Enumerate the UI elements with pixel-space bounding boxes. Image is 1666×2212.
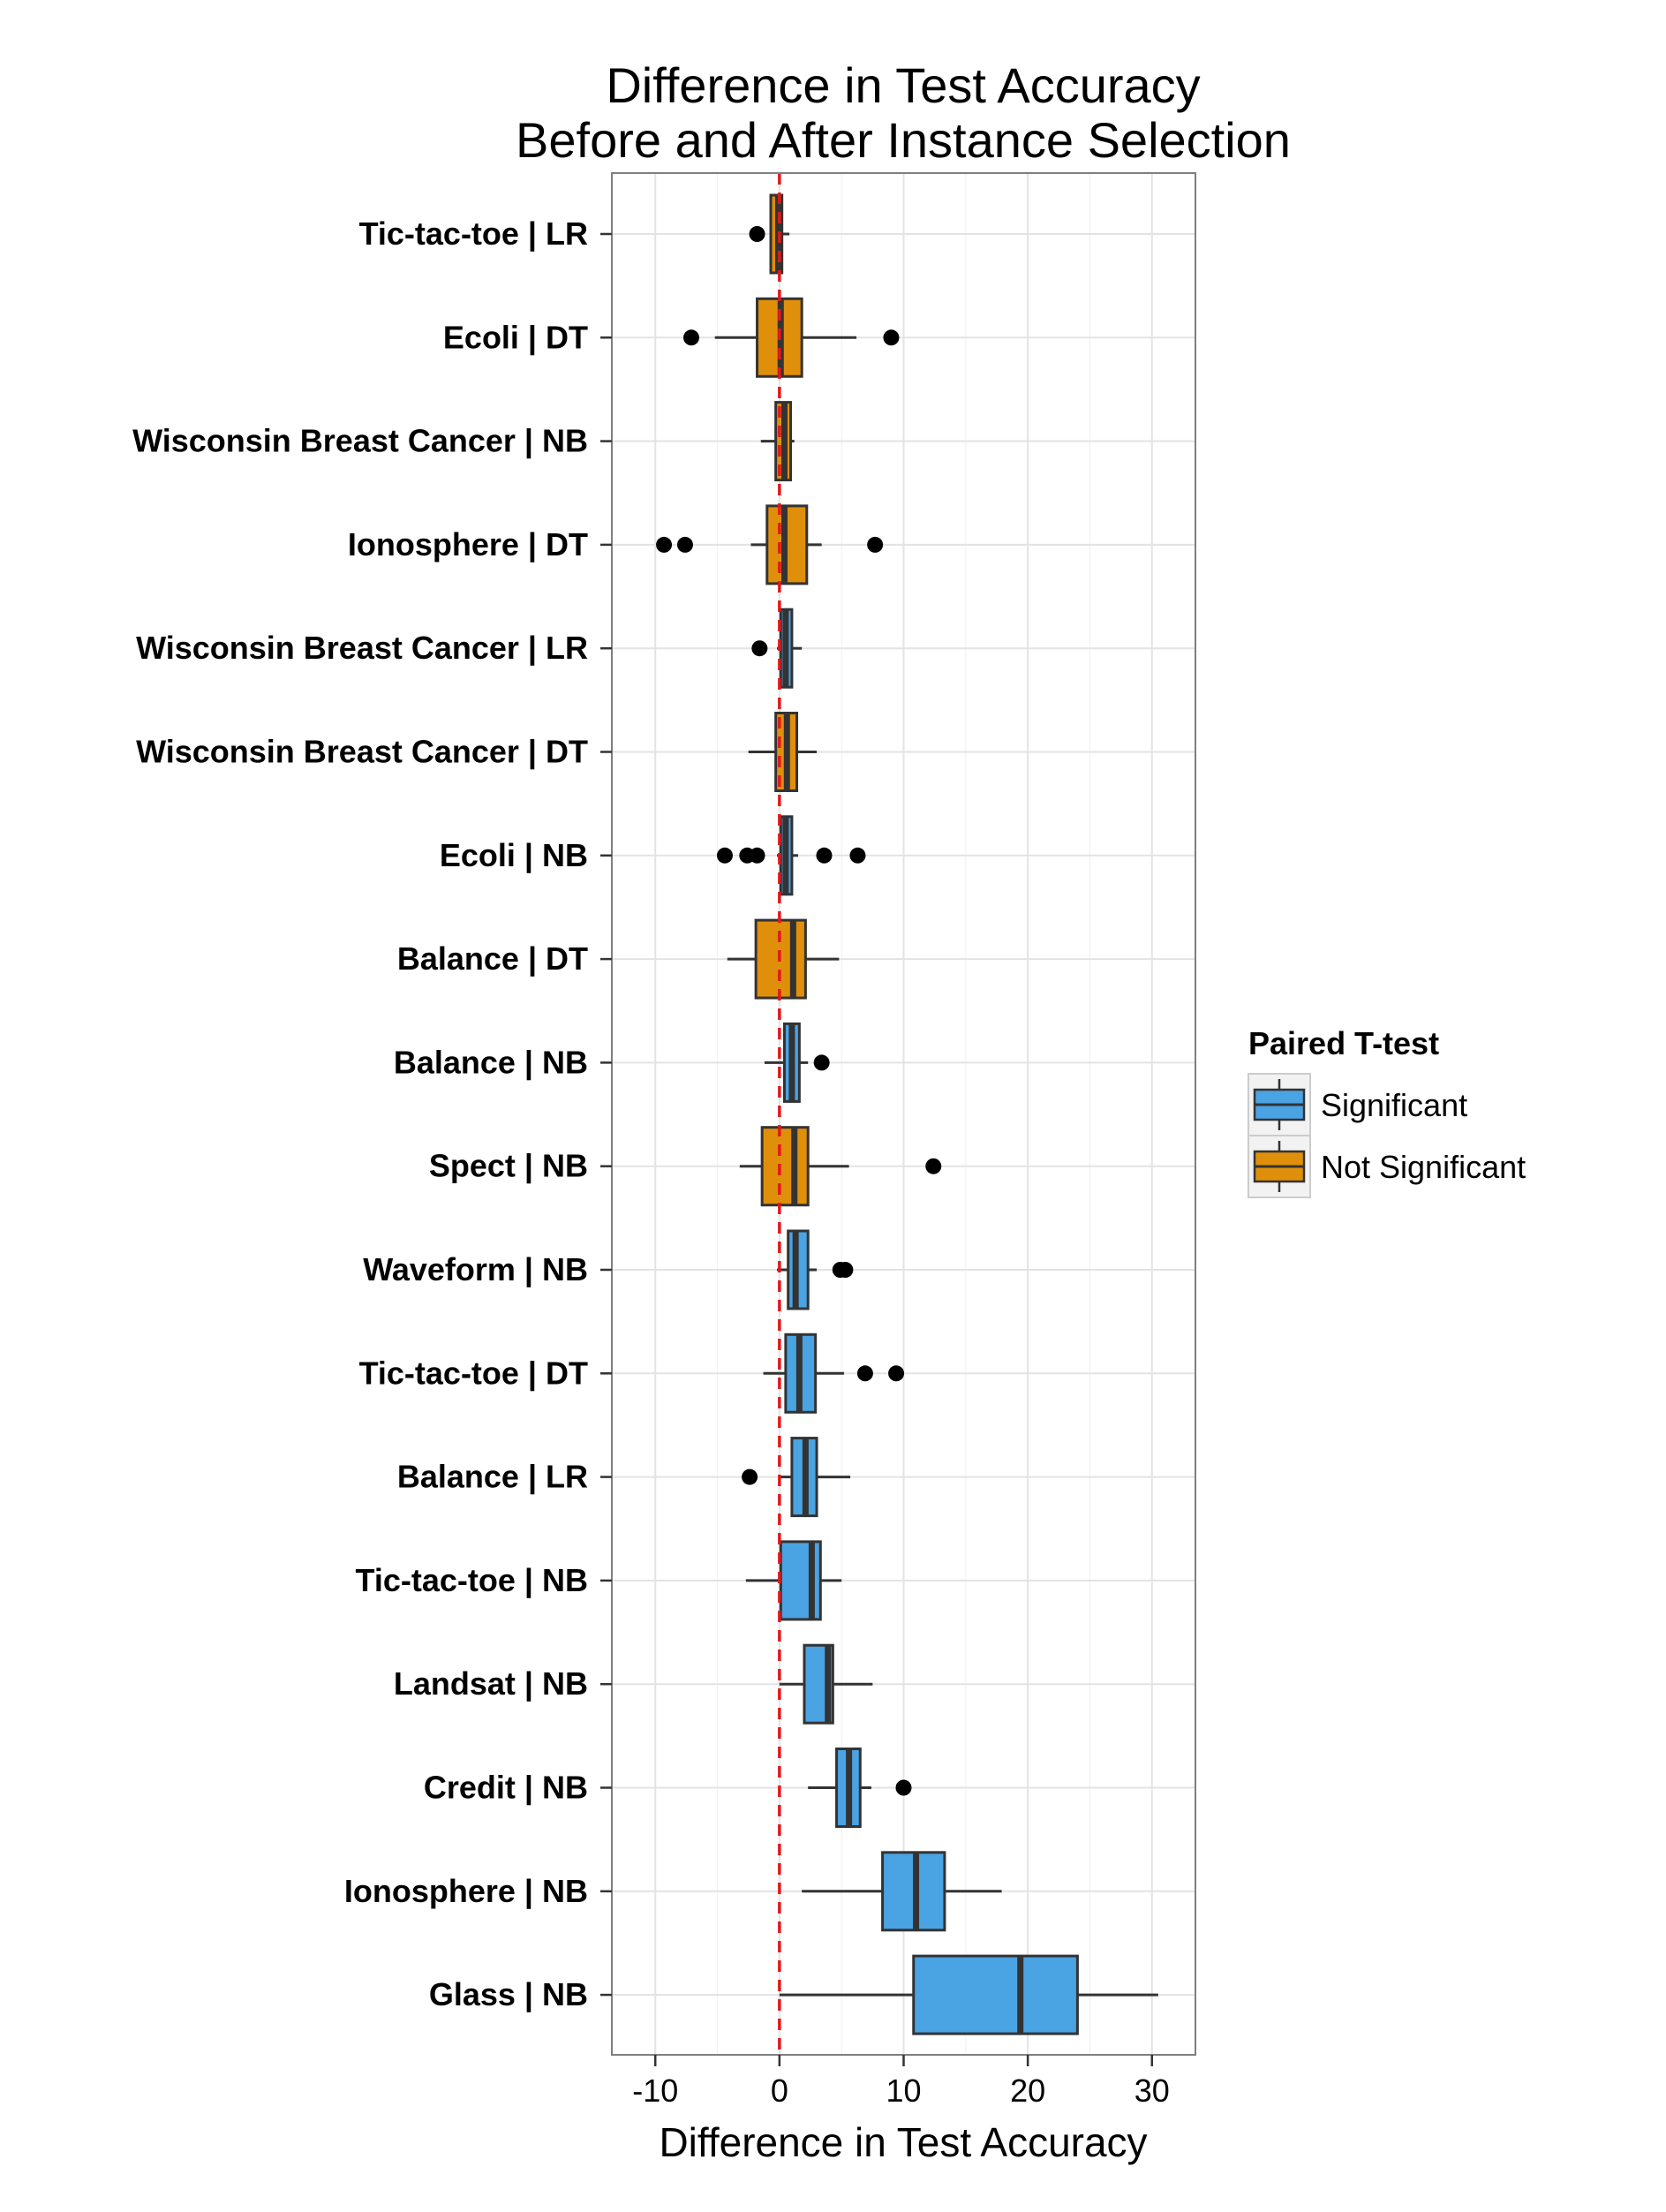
legend-title: Paired T-test [1248, 1025, 1439, 1061]
plot-panel [611, 172, 1196, 2056]
y-tick-label: Wisconsin Breast Cancer | DT [136, 734, 588, 771]
y-tick-label: Credit | NB [424, 1770, 588, 1807]
y-tick-label: Ecoli | NB [440, 837, 588, 874]
y-tick-label: Balance | NB [394, 1044, 588, 1081]
legend-entry: Significant [1248, 1073, 1467, 1136]
outlier-point [656, 536, 673, 553]
y-tick-label: Tic-tac-toe | LR [359, 215, 588, 253]
box-wisconsin-breast-cancer-lr [751, 608, 803, 689]
box-spect-nb [739, 1126, 942, 1207]
x-axis-title: Difference in Test Accuracy [659, 2119, 1147, 2165]
chart-title-line-1: Difference in Test Accuracy [606, 57, 1200, 113]
y-tick-label: Balance | LR [397, 1459, 588, 1496]
y-tick-label: Waveform | NB [363, 1251, 588, 1288]
box-wisconsin-breast-cancer-nb [760, 401, 795, 482]
box-ecoli-nb [716, 815, 866, 896]
box-balance-nb [764, 1022, 830, 1103]
box-ionosphere-dt [656, 504, 884, 585]
box-balance-lr [742, 1437, 851, 1518]
legend-label: Significant [1321, 1087, 1467, 1123]
y-tick-label: Wisconsin Breast Cancer | LR [136, 630, 588, 667]
x-axis: -10 0 10 20 30 [632, 2055, 1170, 2109]
x-tick-label: 0 [771, 2072, 788, 2109]
outlier-point [816, 847, 833, 864]
outlier-point [837, 1262, 854, 1278]
y-tick-label: Tic-tac-toe | DT [359, 1355, 588, 1392]
legend-entry: Not Significant [1248, 1135, 1526, 1198]
box-iqr [912, 1954, 1079, 2035]
box-ionosphere-nb [802, 1851, 1002, 1932]
y-axis: Tic-tac-toe | LR Ecoli | DT Wisconsin Brea… [132, 215, 612, 2013]
outlier-point [849, 847, 866, 864]
outlier-point [925, 1158, 942, 1174]
box-wisconsin-breast-cancer-dt [748, 712, 818, 792]
box-credit-nb [808, 1748, 912, 1828]
x-tick-label: 20 [1010, 2072, 1045, 2109]
box-glass-nb [779, 1954, 1158, 2035]
outlier-point [716, 847, 733, 864]
outlier-point [742, 1468, 758, 1485]
y-tick-label: Balance | DT [397, 940, 588, 978]
box-tic-tac-toe-dt [763, 1332, 905, 1414]
y-tick-label: Landsat | NB [394, 1665, 588, 1702]
y-tick-label: Wisconsin Breast Cancer | NB [132, 423, 588, 460]
outlier-point [813, 1054, 830, 1071]
y-tick-label: Spect | NB [429, 1148, 588, 1185]
x-tick-label: 30 [1135, 2072, 1170, 2109]
x-tick-label: -10 [632, 2072, 678, 2109]
y-tick-label: Tic-tac-toe | NB [356, 1562, 588, 1599]
outlier-point [749, 226, 765, 242]
y-tick-label: Ecoli | DT [443, 319, 588, 356]
y-tick-label: Ionosphere | NB [344, 1873, 588, 1910]
outlier-point [888, 1365, 905, 1382]
box-iqr [760, 1126, 810, 1207]
outlier-point [751, 640, 768, 657]
outlier-point [895, 1779, 912, 1796]
y-tick-label: Glass | NB [429, 1976, 588, 2013]
box-landsat-nb [779, 1643, 873, 1725]
outlier-point [856, 1365, 873, 1382]
outlier-point [749, 847, 765, 864]
x-tick-label: 10 [886, 2072, 921, 2109]
legend: Paired T-test Significant Not Significant [1248, 1025, 1526, 1198]
outlier-point [683, 329, 700, 346]
chart-title-line-2: Before and After Instance Selection [516, 112, 1291, 168]
y-tick-label: Ionosphere | DT [348, 526, 588, 563]
outlier-point [883, 329, 900, 346]
legend-label: Not Significant [1321, 1149, 1526, 1185]
outlier-point [867, 536, 884, 553]
box-waveform-nb [777, 1229, 854, 1310]
outlier-point [676, 536, 693, 553]
box-tic-tac-toe-nb [745, 1540, 842, 1621]
